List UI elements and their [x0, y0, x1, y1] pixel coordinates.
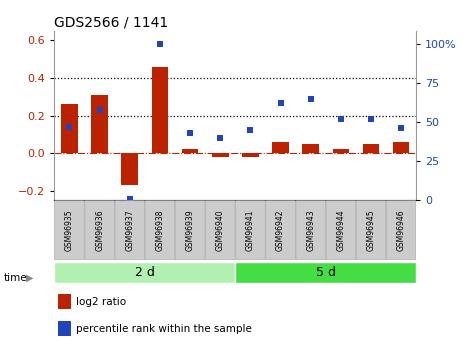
Text: GSM96944: GSM96944	[336, 209, 345, 251]
Point	[397, 126, 405, 131]
Bar	[58, 295, 70, 309]
FancyBboxPatch shape	[85, 201, 114, 260]
Text: GSM96935: GSM96935	[65, 209, 74, 251]
Text: GSM96945: GSM96945	[367, 209, 376, 251]
Bar	[54, 262, 235, 284]
FancyBboxPatch shape	[205, 201, 235, 260]
FancyBboxPatch shape	[296, 201, 325, 260]
Text: GSM96936: GSM96936	[95, 209, 104, 251]
Bar	[58, 321, 70, 336]
Point	[337, 116, 345, 122]
Bar	[61, 104, 78, 153]
Bar	[363, 144, 379, 153]
Text: GSM96941: GSM96941	[246, 209, 255, 251]
Bar	[91, 95, 108, 153]
Text: log2 ratio: log2 ratio	[76, 297, 126, 307]
FancyBboxPatch shape	[266, 201, 295, 260]
Point	[156, 41, 164, 47]
Text: GSM96946: GSM96946	[397, 209, 406, 251]
Bar	[333, 149, 349, 153]
Bar	[302, 144, 319, 153]
Bar	[242, 153, 259, 157]
Text: percentile rank within the sample: percentile rank within the sample	[76, 324, 252, 334]
Text: GSM96938: GSM96938	[156, 209, 165, 251]
Text: ▶: ▶	[26, 273, 34, 283]
FancyBboxPatch shape	[356, 201, 386, 260]
Bar	[182, 149, 198, 153]
Text: GSM96942: GSM96942	[276, 209, 285, 251]
Point	[246, 127, 254, 132]
Bar	[235, 262, 416, 284]
Bar	[272, 142, 289, 153]
Point	[186, 130, 194, 136]
FancyBboxPatch shape	[175, 201, 205, 260]
Point	[277, 101, 284, 106]
Text: GSM96943: GSM96943	[306, 209, 315, 251]
Text: GDS2566 / 1141: GDS2566 / 1141	[54, 16, 169, 30]
Point	[126, 196, 133, 201]
Point	[66, 124, 73, 129]
FancyBboxPatch shape	[386, 201, 416, 260]
FancyBboxPatch shape	[145, 201, 175, 260]
Text: GSM96940: GSM96940	[216, 209, 225, 251]
Text: 2 d: 2 d	[135, 266, 155, 279]
Bar	[212, 153, 228, 157]
FancyBboxPatch shape	[236, 201, 265, 260]
Bar	[122, 153, 138, 185]
Text: 5 d: 5 d	[316, 266, 336, 279]
Point	[367, 116, 375, 122]
FancyBboxPatch shape	[326, 201, 356, 260]
Text: GSM96939: GSM96939	[185, 209, 194, 251]
Bar	[393, 142, 410, 153]
Text: time: time	[4, 273, 27, 283]
FancyBboxPatch shape	[55, 201, 84, 260]
Point	[96, 107, 104, 112]
Point	[307, 96, 315, 101]
Point	[217, 135, 224, 140]
Text: GSM96937: GSM96937	[125, 209, 134, 251]
FancyBboxPatch shape	[115, 201, 145, 260]
Bar	[152, 67, 168, 153]
